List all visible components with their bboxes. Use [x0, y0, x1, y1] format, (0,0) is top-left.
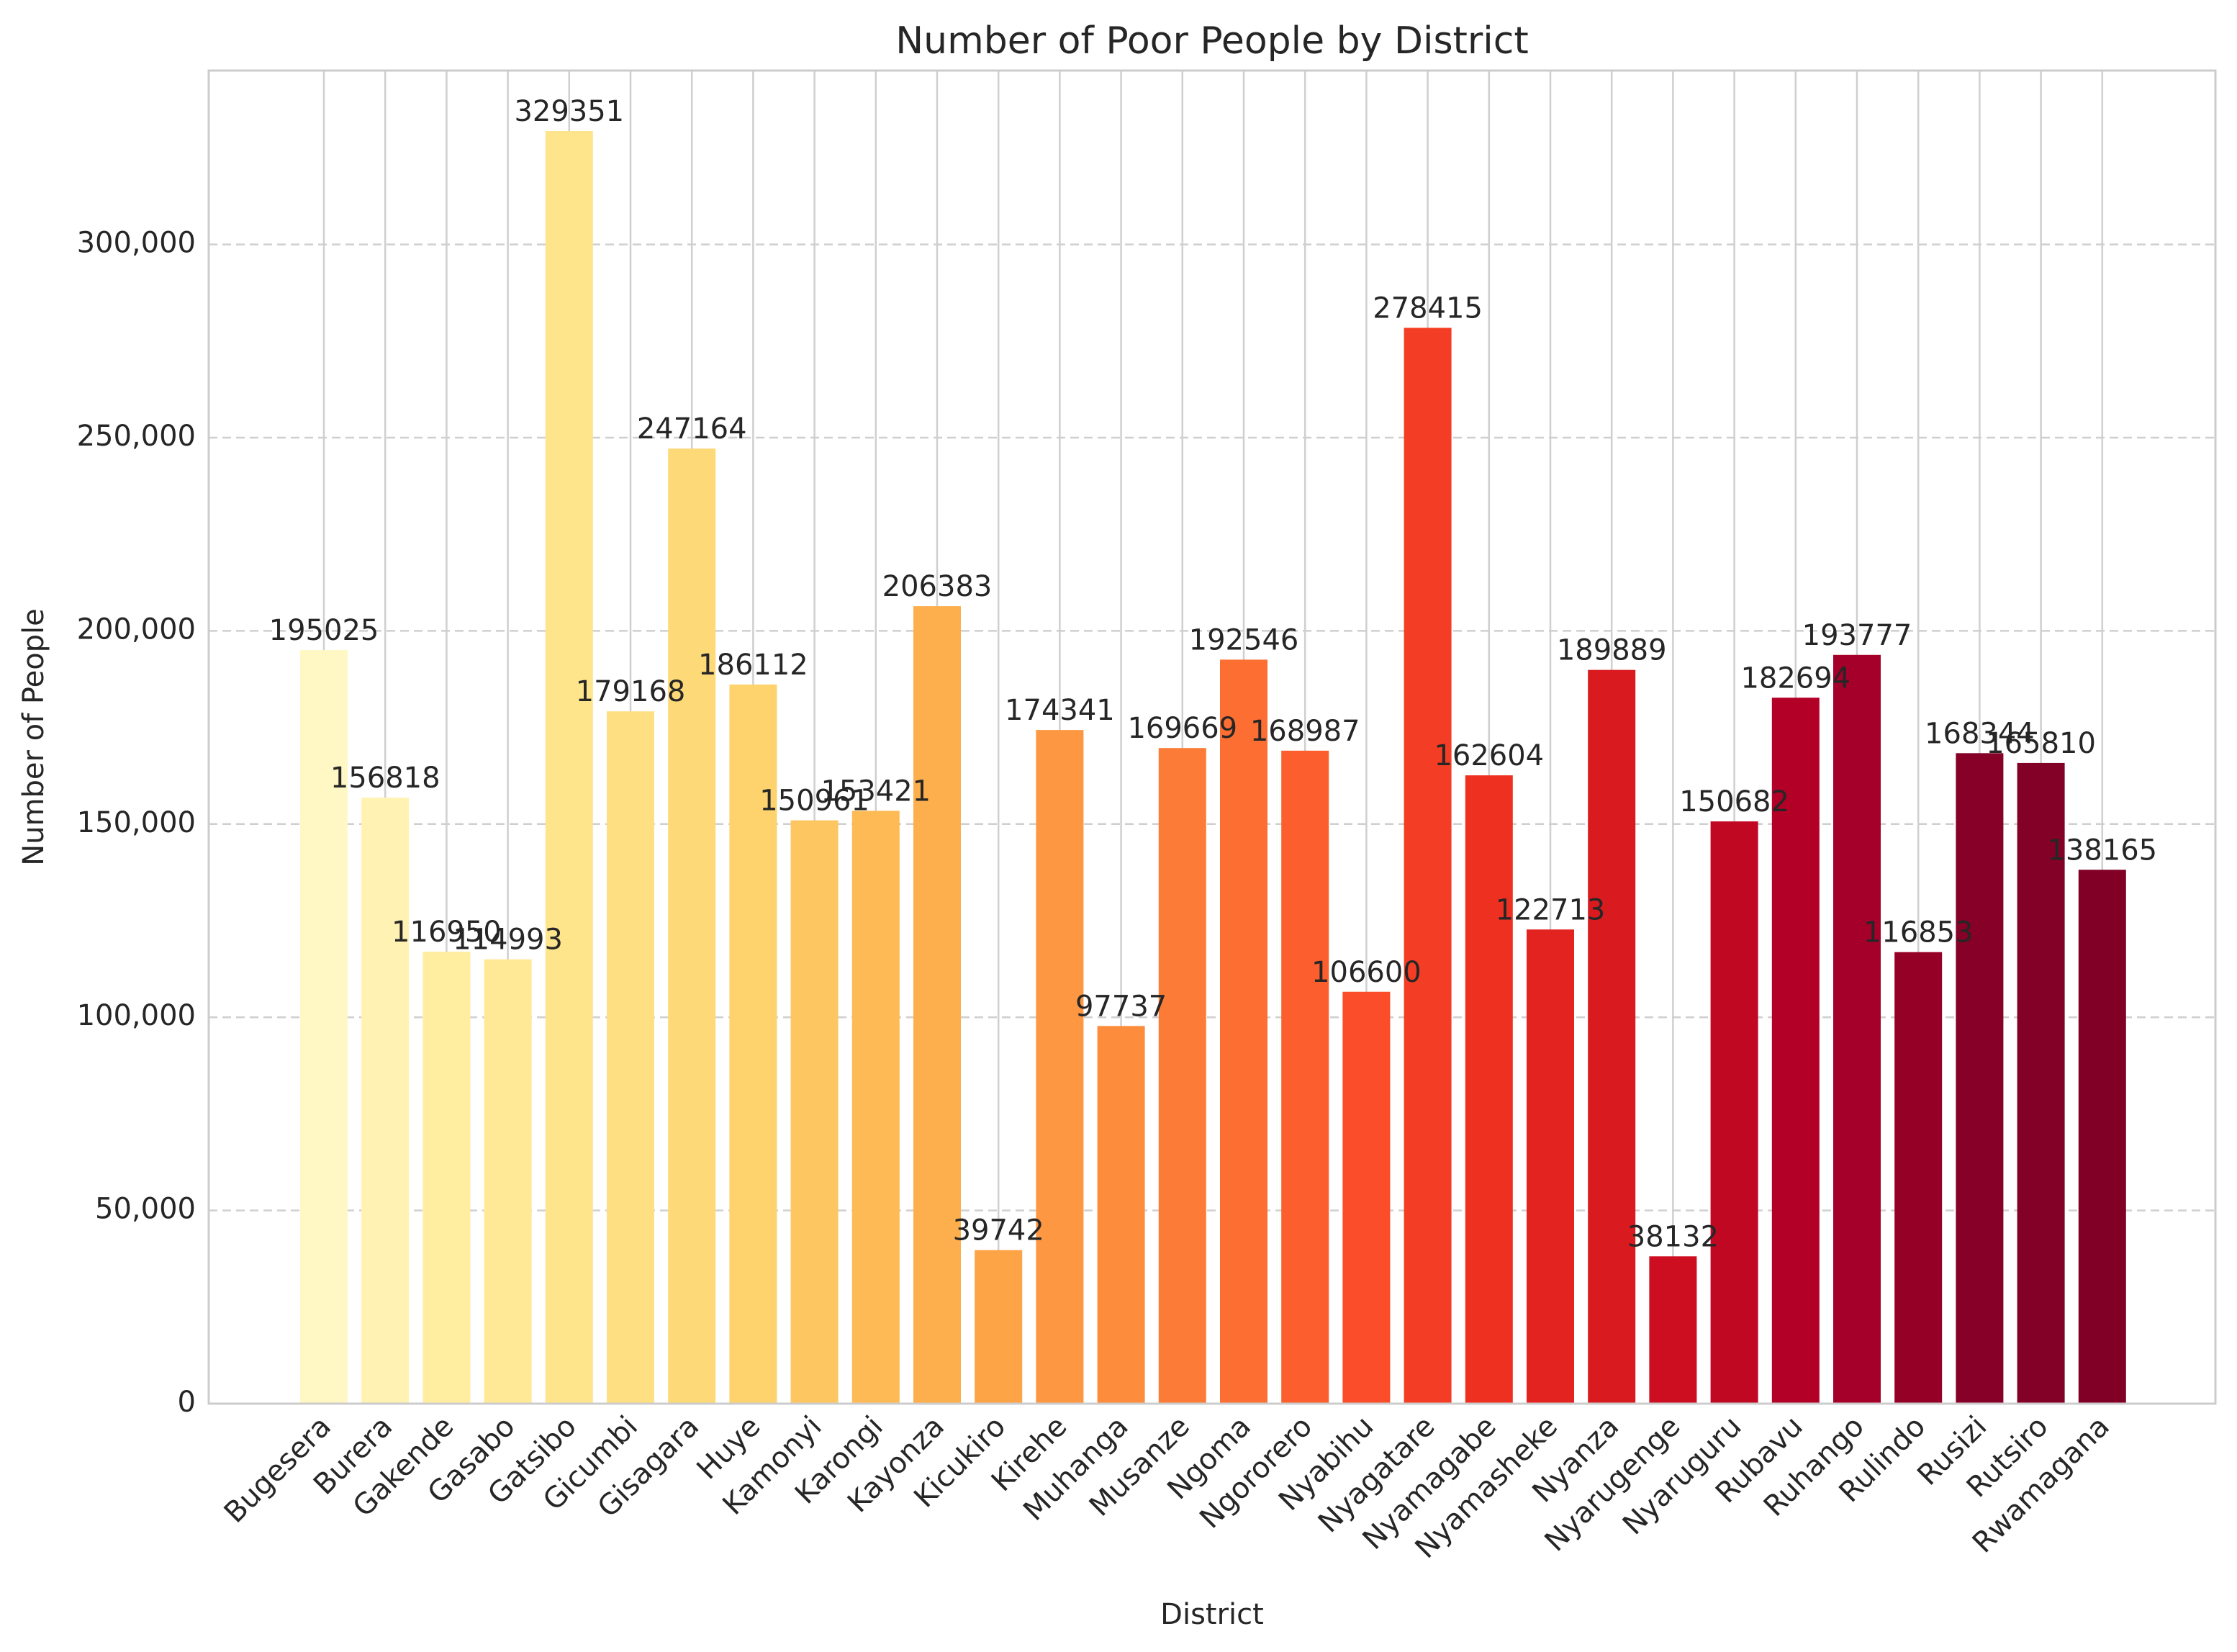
- bar-value-label: 116853: [1863, 916, 1974, 949]
- bar: [851, 811, 900, 1404]
- bar: [1404, 328, 1452, 1404]
- bar: [913, 606, 961, 1404]
- chart-title: Number of Poor People by District: [895, 19, 1528, 63]
- bars: [300, 131, 2126, 1404]
- y-tick-label: 200,000: [77, 613, 196, 646]
- bar-value-label: 182694: [1740, 662, 1850, 695]
- bar-value-label: 192546: [1189, 623, 1299, 656]
- bar: [1158, 748, 1206, 1404]
- bar: [1649, 1256, 1697, 1404]
- y-tick-label: 100,000: [77, 999, 196, 1032]
- y-tick-label: 250,000: [77, 420, 196, 453]
- bar: [422, 952, 471, 1404]
- bar-value-label: 116950: [392, 916, 502, 949]
- bar: [1342, 991, 1391, 1404]
- bar: [1588, 669, 1636, 1404]
- bar-value-label: 150682: [1679, 785, 1789, 818]
- bar-value-label: 114993: [453, 924, 563, 957]
- bar: [1956, 753, 2004, 1404]
- bar: [1771, 698, 1820, 1404]
- bar-value-label: 168987: [1250, 715, 1360, 748]
- bar: [1710, 821, 1758, 1404]
- bar: [361, 798, 410, 1404]
- bar-value-label: 195025: [269, 614, 379, 647]
- bar: [484, 959, 532, 1404]
- bar-value-label: 38132: [1627, 1220, 1719, 1253]
- bar: [1527, 929, 1574, 1404]
- bar: [2017, 762, 2065, 1404]
- x-axis-label: District: [1160, 1598, 1264, 1631]
- bar-value-label: 278415: [1373, 292, 1483, 325]
- bar: [668, 448, 716, 1404]
- bar-value-label: 193777: [1802, 619, 1912, 652]
- horizontal-grid: [209, 243, 2215, 1211]
- bar: [729, 684, 777, 1404]
- bar: [545, 131, 593, 1404]
- bar-value-label: 106600: [1311, 956, 1422, 989]
- bar: [2078, 870, 2126, 1404]
- bar-value-label: 156818: [330, 762, 440, 795]
- bar-value-label: 206383: [882, 570, 993, 603]
- y-tick-label: 0: [178, 1386, 196, 1419]
- bar-value-label: 162604: [1434, 739, 1544, 772]
- bar-value-label: 247164: [637, 412, 747, 446]
- bar: [300, 650, 348, 1404]
- bar-value-label: 150961: [759, 785, 869, 818]
- bar: [1220, 659, 1267, 1404]
- bar: [790, 820, 839, 1404]
- bar-value-label: 169669: [1127, 712, 1237, 745]
- y-axis-ticks: 0 50,000 100,000 150,000 200,000 250,000 300,0…: [77, 227, 196, 1419]
- bar: [975, 1250, 1023, 1404]
- y-axis-label: Number of People: [17, 608, 50, 866]
- bar: [1281, 750, 1329, 1404]
- bar-value-label: 97737: [1075, 990, 1167, 1023]
- y-tick-label: 150,000: [77, 806, 196, 839]
- bar-value-label: 138165: [2047, 834, 2157, 867]
- bar: [607, 711, 654, 1404]
- plot-area-frame: [207, 69, 2217, 1405]
- bar-value-label: 179168: [576, 675, 686, 708]
- bar-value-label: 39742: [953, 1214, 1044, 1247]
- bar: [1894, 952, 1943, 1404]
- bar-value-label: 189889: [1557, 634, 1667, 667]
- bar: [1833, 654, 1881, 1404]
- bar: [1465, 775, 1513, 1404]
- bar-value-label: 186112: [698, 649, 808, 682]
- y-tick-label: 300,000: [77, 227, 196, 260]
- bar-value-label: 174341: [1005, 694, 1115, 727]
- bar-value-label: 165810: [1986, 727, 2096, 760]
- bar-value-label: 329351: [514, 95, 624, 128]
- bar-value-label: 122713: [1496, 893, 1606, 926]
- bar-value-label: 168344: [1925, 717, 2035, 750]
- y-tick-label: 50,000: [95, 1193, 196, 1226]
- bar-value-label: 153421: [821, 775, 931, 808]
- bar: [1097, 1026, 1145, 1404]
- bar: [1036, 730, 1084, 1404]
